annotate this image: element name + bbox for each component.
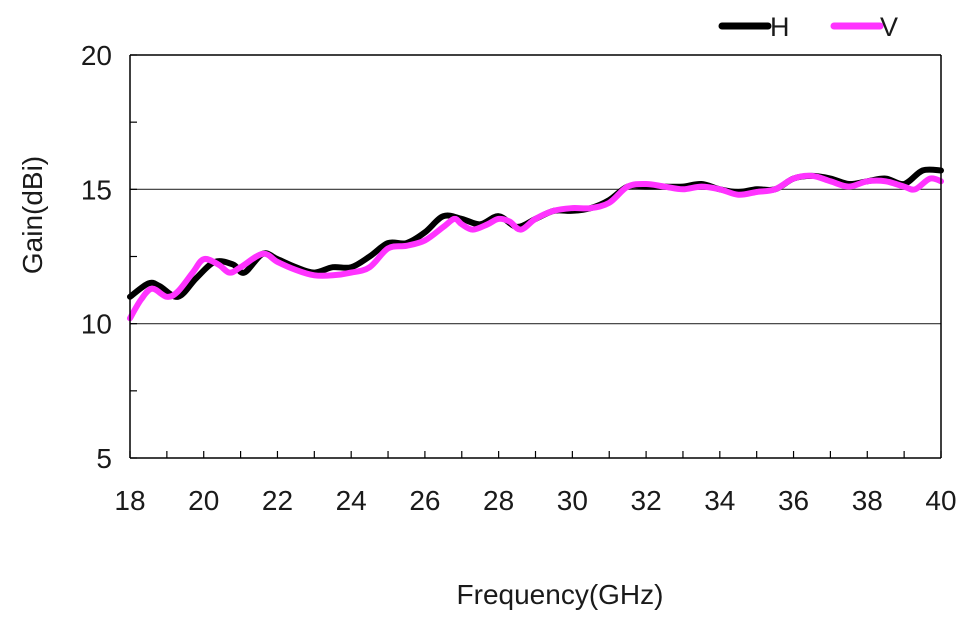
series-line-h bbox=[127, 166, 944, 300]
x-tick-label: 38 bbox=[852, 485, 883, 516]
x-tick-label: 18 bbox=[114, 485, 145, 516]
x-tick-label: 20 bbox=[188, 485, 219, 516]
x-tick-label: 30 bbox=[557, 485, 588, 516]
y-tick-label: 20 bbox=[81, 40, 112, 71]
y-axis-ticks: 5 10 15 20 bbox=[81, 40, 137, 474]
x-tick-label: 24 bbox=[336, 485, 367, 516]
y-tick-label: 10 bbox=[81, 309, 112, 340]
x-axis-title: Frequency(GHz) bbox=[457, 579, 664, 610]
x-tick-label: 28 bbox=[483, 485, 514, 516]
legend-label-h: H bbox=[770, 12, 790, 42]
x-tick-label: 26 bbox=[409, 485, 440, 516]
y-axis-title: Gain(dBi) bbox=[17, 156, 48, 274]
series-line-v bbox=[127, 172, 944, 322]
x-tick-label: 22 bbox=[262, 485, 293, 516]
y-tick-label: 5 bbox=[96, 443, 112, 474]
x-tick-label: 36 bbox=[778, 485, 809, 516]
legend: H V bbox=[718, 12, 898, 42]
y-tick-label: 15 bbox=[81, 174, 112, 205]
x-tick-label: 32 bbox=[631, 485, 662, 516]
legend-label-v: V bbox=[880, 12, 898, 42]
x-axis-ticks: 18 20 22 24 26 28 30 32 34 36 38 40 bbox=[114, 451, 957, 516]
grid-lines bbox=[130, 188, 941, 325]
x-tick-label: 34 bbox=[704, 485, 735, 516]
series-lines bbox=[127, 166, 944, 322]
x-tick-label: 40 bbox=[925, 485, 956, 516]
